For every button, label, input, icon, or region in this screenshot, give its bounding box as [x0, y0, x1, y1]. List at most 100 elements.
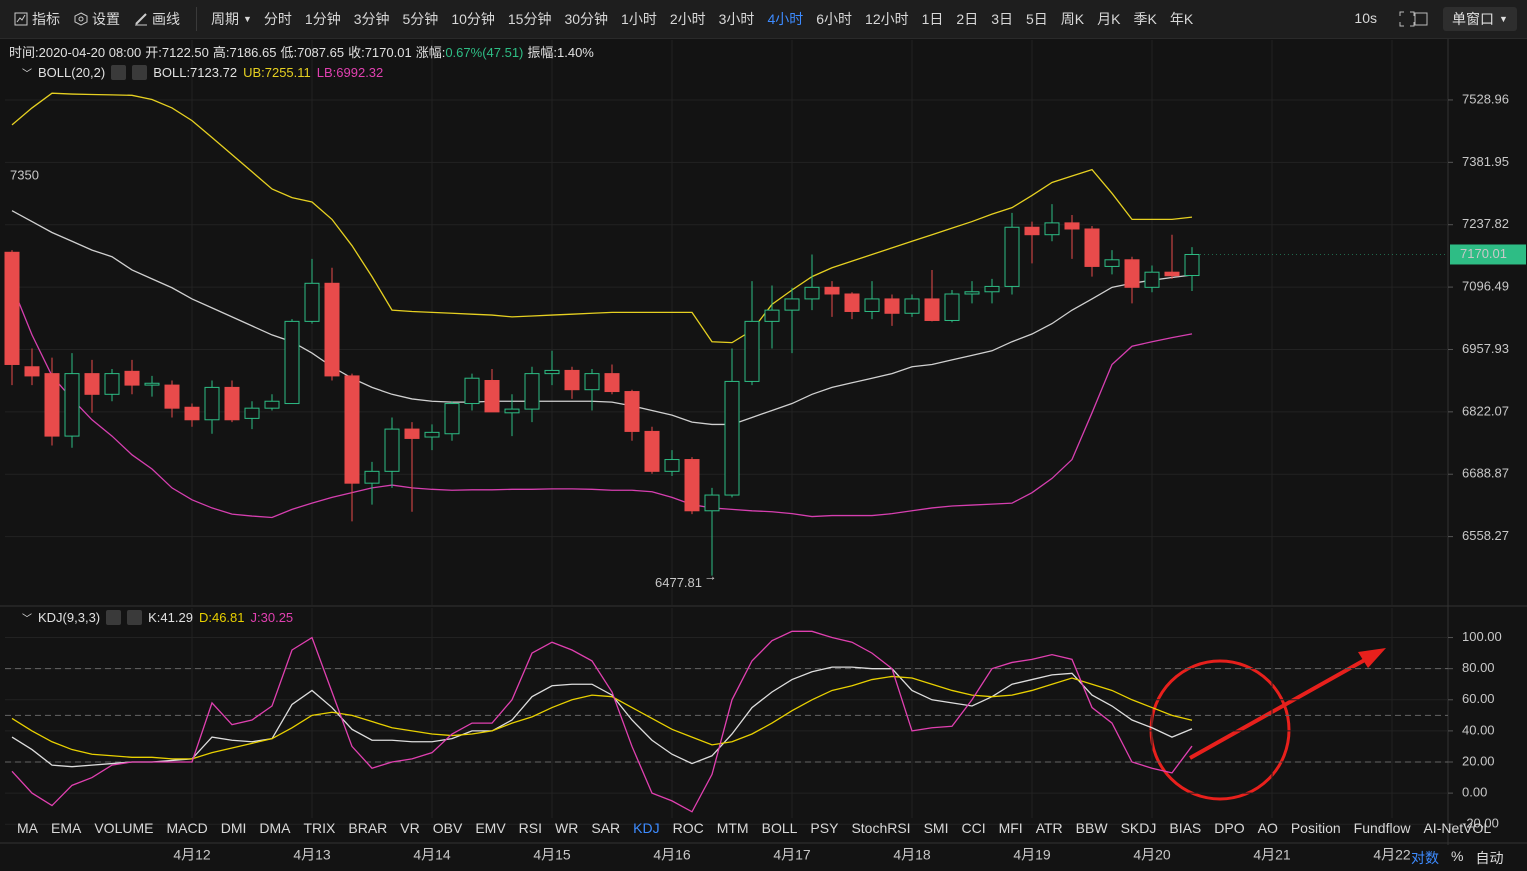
tool-label: 设置: [92, 11, 120, 27]
indicator-tab[interactable]: StochRSI: [851, 820, 911, 836]
toolbar: 指标 设置 画线 周期 ▼ 分时 1分钟 3分钟 5分钟 10分钟 15分钟 30分钟 1小时 2…: [0, 0, 1527, 39]
period[interactable]: 2小时: [669, 11, 706, 27]
settings-btn[interactable]: [111, 65, 127, 80]
period[interactable]: 5日: [1026, 11, 1048, 27]
icon-window[interactable]: [1413, 11, 1429, 30]
icon-expand[interactable]: [1399, 11, 1415, 30]
indicator-tab[interactable]: EMV: [475, 820, 506, 836]
candle-body: [644, 430, 660, 472]
collapse[interactable]: ﹀: [22, 614, 32, 625]
period[interactable]: 季K: [1133, 11, 1157, 27]
indicator-tab[interactable]: EMA: [51, 820, 82, 836]
indicator-tab[interactable]: MACD: [166, 820, 208, 836]
series-line: [11, 675, 1193, 760]
indicator-tab[interactable]: DMI: [220, 820, 247, 836]
candle-body: [504, 408, 520, 414]
period[interactable]: 3小时: [718, 11, 755, 27]
y-tick-label: 100.00: [1462, 629, 1502, 644]
indicator-tab[interactable]: ROC: [672, 820, 704, 836]
period[interactable]: 1日: [921, 11, 944, 27]
indicator-tab[interactable]: VR: [400, 820, 420, 836]
info-item: 低:7087.65: [280, 45, 345, 60]
legend-k: K:41.29: [148, 610, 193, 625]
tool[interactable]: 指标: [14, 9, 60, 29]
indicator-tab[interactable]: Fundflow: [1353, 820, 1411, 836]
indicator-tab[interactable]: DPO: [1214, 820, 1245, 836]
period-list: 分时 1分钟 3分钟 5分钟 10分钟 15分钟 30分钟 1小时 2小时 3小时 4小时 6小时 12…: [264, 9, 1193, 29]
indicator-tab[interactable]: SKDJ: [1120, 820, 1157, 836]
x-tick-label: 4月22: [1373, 847, 1411, 863]
indicator-tab[interactable]: BOLL: [761, 820, 798, 836]
x-tick-label: 4月19: [1013, 847, 1051, 863]
period-menu[interactable]: 周期 ▼: [211, 9, 252, 29]
price-annotation: 7350: [10, 167, 39, 182]
indicator-tab[interactable]: AO: [1257, 820, 1278, 836]
indicator-tab[interactable]: VOLUME: [94, 820, 154, 836]
collapse[interactable]: ﹀: [22, 69, 32, 80]
scale-option[interactable]: %: [1451, 848, 1464, 864]
period[interactable]: 分时: [263, 11, 292, 27]
candle-body: [244, 407, 260, 419]
indicator-tab[interactable]: MTM: [716, 820, 749, 836]
period[interactable]: 2日: [956, 11, 979, 27]
candle-body: [1144, 271, 1160, 288]
candle-body: [544, 369, 560, 375]
period[interactable]: 1分钟: [304, 11, 341, 27]
indicator-tab[interactable]: SMI: [923, 820, 949, 836]
indicator-tab[interactable]: BBW: [1075, 820, 1108, 836]
scale-option[interactable]: 对数: [1411, 850, 1439, 866]
settings-btn[interactable]: [106, 610, 122, 625]
period[interactable]: 月K: [1097, 11, 1121, 27]
period[interactable]: 5分钟: [402, 11, 439, 27]
series-line: [11, 92, 1193, 344]
info-line: 时间:2020-04-20 08:00 开:7122.50 高:7186.65 低:7…: [9, 42, 594, 61]
period[interactable]: 6小时: [816, 11, 853, 27]
window-select[interactable]: 单窗口 ▼: [1443, 7, 1517, 31]
period[interactable]: 10分钟: [451, 11, 495, 27]
window-label: 单窗口: [1452, 11, 1495, 27]
indicator-tab[interactable]: RSI: [518, 820, 543, 836]
candle-body: [4, 251, 20, 365]
indicator-tab[interactable]: Position: [1290, 820, 1341, 836]
period[interactable]: 1小时: [621, 11, 657, 27]
period[interactable]: 3分钟: [353, 11, 390, 27]
period[interactable]: 周K: [1060, 11, 1085, 27]
y-tick-label: 7381.95: [1462, 154, 1509, 169]
indicator-tab[interactable]: AI-NetVOL: [1423, 820, 1492, 836]
indicator-tab[interactable]: MFI: [998, 820, 1023, 836]
indicator-tab[interactable]: BRAR: [348, 820, 388, 836]
period[interactable]: 15分钟: [507, 11, 552, 27]
indicator-tab[interactable]: SAR: [591, 820, 621, 836]
indicator-tab[interactable]: CCI: [961, 820, 986, 836]
candle-body: [1164, 271, 1180, 277]
close-btn[interactable]: [127, 610, 143, 625]
candle-body: [404, 428, 420, 439]
tool[interactable]: 设置: [74, 9, 120, 29]
period[interactable]: 12小时: [865, 11, 909, 27]
indicator-tab[interactable]: BIAS: [1169, 820, 1202, 836]
indicator-tab[interactable]: KDJ: [633, 820, 660, 836]
scale-option[interactable]: 自动: [1475, 850, 1504, 866]
x-tick-label: 4月18: [893, 847, 931, 863]
period[interactable]: 年K: [1169, 11, 1194, 27]
indicator-tab[interactable]: DMA: [259, 820, 291, 836]
indicator-tab[interactable]: WR: [555, 820, 579, 836]
period[interactable]: 4小时: [767, 11, 804, 27]
indicator-tab[interactable]: MA: [17, 820, 38, 836]
period[interactable]: 3日: [991, 11, 1013, 27]
candle-body: [464, 377, 480, 405]
tool[interactable]: 画线: [134, 9, 180, 29]
candle-body: [444, 403, 460, 435]
period[interactable]: 30分钟: [564, 11, 609, 27]
refresh[interactable]: 10s: [1354, 10, 1377, 26]
low-label: 6477.81: [655, 575, 702, 590]
close-btn[interactable]: [132, 65, 148, 80]
indicator-tab[interactable]: PSY: [810, 820, 839, 836]
candle-body: [64, 373, 80, 437]
candle-body: [924, 298, 940, 321]
indicator-tab[interactable]: TRIX: [303, 820, 336, 836]
indicator-tab[interactable]: OBV: [432, 820, 463, 836]
indicator-tab[interactable]: ATR: [1035, 820, 1063, 836]
y-tick-label: 7528.96: [1462, 91, 1509, 106]
